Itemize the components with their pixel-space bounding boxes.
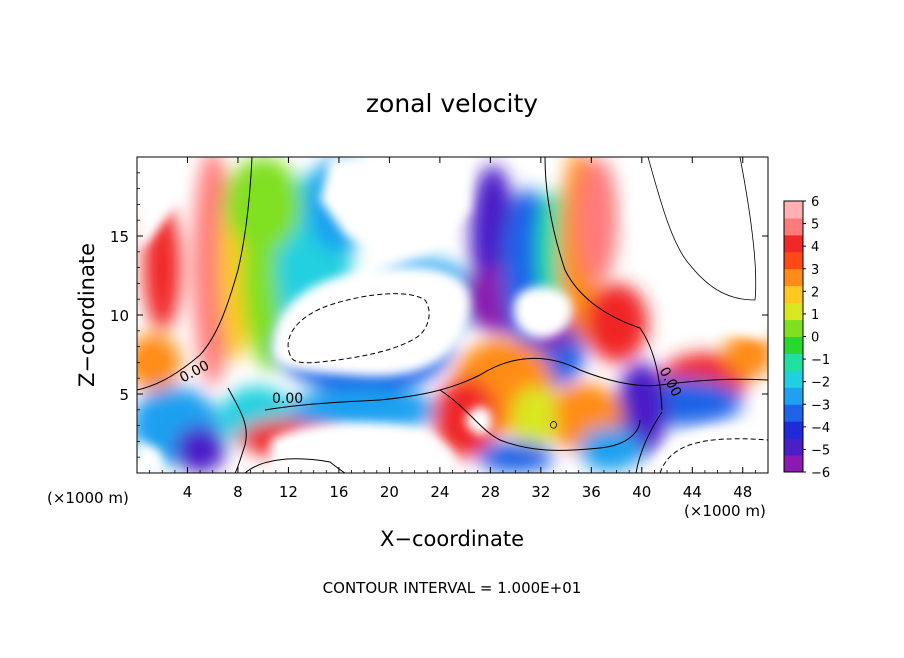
calm-region-center [320,157,470,262]
colorbar-swatch [784,285,803,304]
x-tick-label: 20 [380,483,399,501]
calm-region-mid [513,286,572,339]
colorbar-tick-label: −6 [811,466,830,481]
colorbar-swatch [784,387,803,405]
calm-region-upper-right [628,157,768,340]
colorbar-tick-label: 3 [811,263,819,278]
x-tick-label: 12 [279,483,298,501]
calm-region-left-lobe [272,266,471,377]
colorbar-swatch [784,251,803,270]
field-cell-28 [433,378,497,458]
x-axis-unit-right: (×1000 m) [684,502,766,520]
zero-contour-bottom-mid [439,389,641,451]
colorbar-swatch [784,336,803,354]
colorbar-swatch [784,421,803,439]
contour-label-lower: 0.00 [272,391,303,407]
velocity-field [137,157,768,473]
field-cell-23 [174,425,226,473]
colorbar-swatch [784,438,803,456]
x-tick-label: 16 [329,483,348,501]
x-axis-label: X−coordinate [380,527,524,551]
zero-contour-left [137,157,253,391]
y-tick-label: 5 [119,386,129,404]
colorbar-tick-label: 6 [811,195,819,210]
x-tick-label: 44 [683,483,702,501]
zero-contour-top-right [647,157,757,301]
colorbar-tick-label: 0 [811,331,819,346]
zero-contour-right-tail [635,411,663,473]
field-cell-19 [723,330,768,379]
x-tick-label: 32 [531,483,550,501]
x-tick-label: 36 [582,483,601,501]
x-axis-ticks: 4 8 12 16 20 24 28 32 36 40 44 48 [149,157,756,501]
colorbar-tick-label: 4 [811,240,819,255]
zero-contour-bottom-left [244,458,346,473]
colorbar-tick-label: −3 [811,398,830,413]
colorbar-tick-label: −5 [811,443,830,458]
zero-contour-lower-band [264,357,768,411]
plot-area: 0.00 0.00 0.00 4 8 12 16 20 24 28 32 36 40 44 48 51… [110,156,769,501]
x-tick-label: 28 [481,483,500,501]
colorbar-swatch [784,201,803,219]
colorbar-swatch [784,370,803,388]
colorbar-swatch [784,404,803,422]
colorbar-swatch [784,319,803,337]
y-tick-label: 10 [110,307,129,325]
dashed-contour-bottom-right [659,438,768,473]
field-cell-31 [477,441,554,473]
colorbar-tick-label: −1 [811,353,830,368]
colorbar-swatch [784,302,803,321]
y-axis-ticks: 5 10 15 [110,172,768,458]
field-cell-32 [578,427,642,472]
colorbar-swatch [784,455,803,473]
x-tick-label: 24 [430,483,449,501]
colorbar: 6 5 4 3 2 1 0 −1 −2 −3 −4 −5 −6 [783,195,830,481]
colorbar-tick-label: 2 [811,285,819,300]
colorbar-swatch [784,234,803,253]
calm-region-bottom-left-corner [137,440,165,473]
colorbar-tick-label: −2 [811,376,830,391]
calm-region-top-left [137,157,180,250]
y-tick-label: 15 [110,228,129,246]
colorbar-tick-label: −4 [811,421,830,436]
colorbar-swatch [784,217,803,236]
y-axis-label: Z−coordinate [75,243,99,387]
field-cell-26 [288,387,440,432]
chart-title: zonal velocity [366,89,538,118]
field-cell-6 [225,157,302,252]
calm-region-bottom-mid [465,406,493,435]
x-tick-label: 48 [733,483,752,501]
x-tick-label: 40 [632,483,651,501]
colorbar-tick-label: 5 [811,218,819,233]
x-axis-unit-left: (×1000 m) [47,489,129,507]
contour-interval-note: CONTOUR INTERVAL = 1.000E+01 [323,579,582,597]
contour-lines [137,157,768,473]
colorbar-swatch [784,353,803,371]
colorbar-swatch [784,268,803,287]
x-tick-label: 4 [183,483,193,501]
colorbar-tick-label: 1 [811,308,819,323]
zero-contour-right [544,157,663,411]
dashed-contour-left-lobe [287,293,430,364]
field-cell-15 [577,157,618,284]
field-cell-30 [511,386,558,450]
x-tick-label: 8 [233,483,243,501]
field-cell-16 [585,283,649,363]
small-contour-loop [550,421,557,429]
